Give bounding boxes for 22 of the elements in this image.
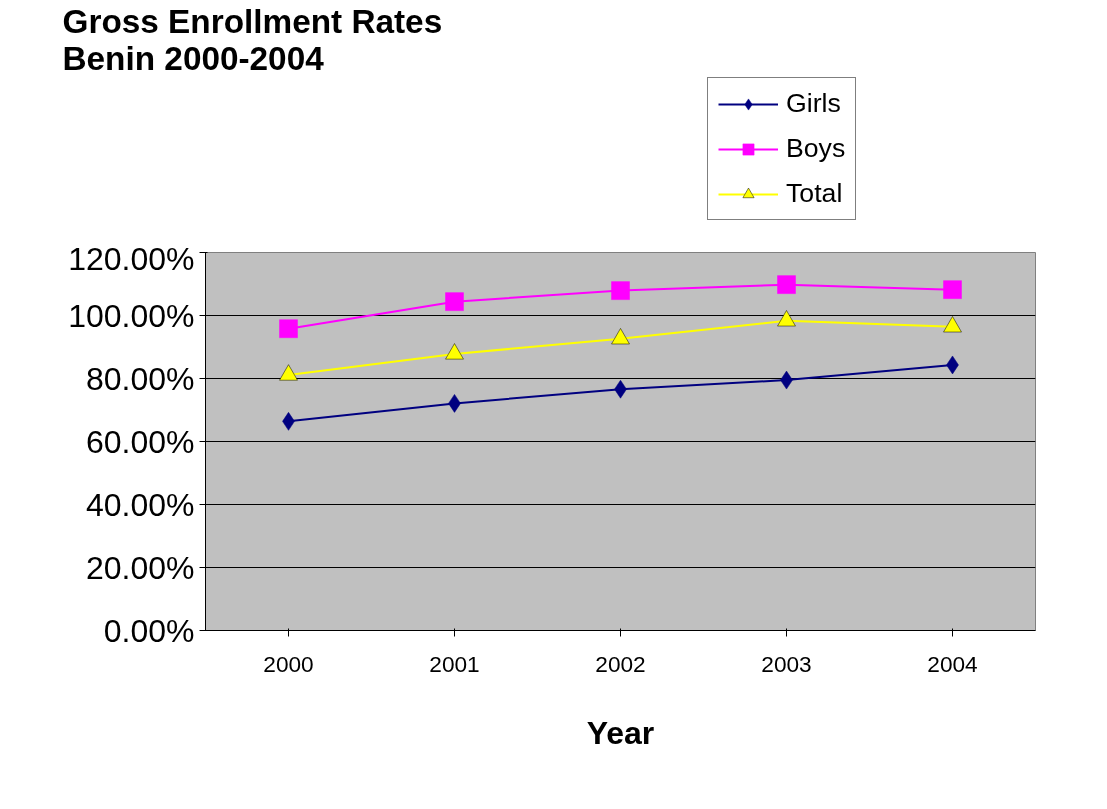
x-tick-label: 2002 <box>595 650 646 677</box>
x-tick-label: 2003 <box>761 650 812 677</box>
point <box>611 281 630 300</box>
y-tick-label: 60.00% <box>85 423 195 460</box>
y-tick-label: 120.00% <box>68 240 195 277</box>
legend-label: Girls <box>786 88 841 119</box>
y-tick-label: 80.00% <box>85 360 195 397</box>
point <box>279 319 298 338</box>
point <box>445 292 464 311</box>
y-tick-label: 40.00% <box>85 486 195 523</box>
chart-title: Gross Enrollment Rates Benin 2000-2004 <box>62 2 443 77</box>
point <box>777 275 796 294</box>
legend-label: Total <box>786 178 843 209</box>
x-tick-label: 2001 <box>429 650 480 677</box>
legend-label: Boys <box>786 133 846 164</box>
x-axis-title: Year <box>586 714 655 751</box>
y-tick-label: 0.00% <box>103 612 195 649</box>
x-tick-label: 2004 <box>927 650 978 677</box>
y-tick-label: 100.00% <box>68 297 195 334</box>
x-tick-label: 2000 <box>263 650 314 677</box>
y-tick-label: 20.00% <box>85 549 195 586</box>
point <box>943 280 962 299</box>
